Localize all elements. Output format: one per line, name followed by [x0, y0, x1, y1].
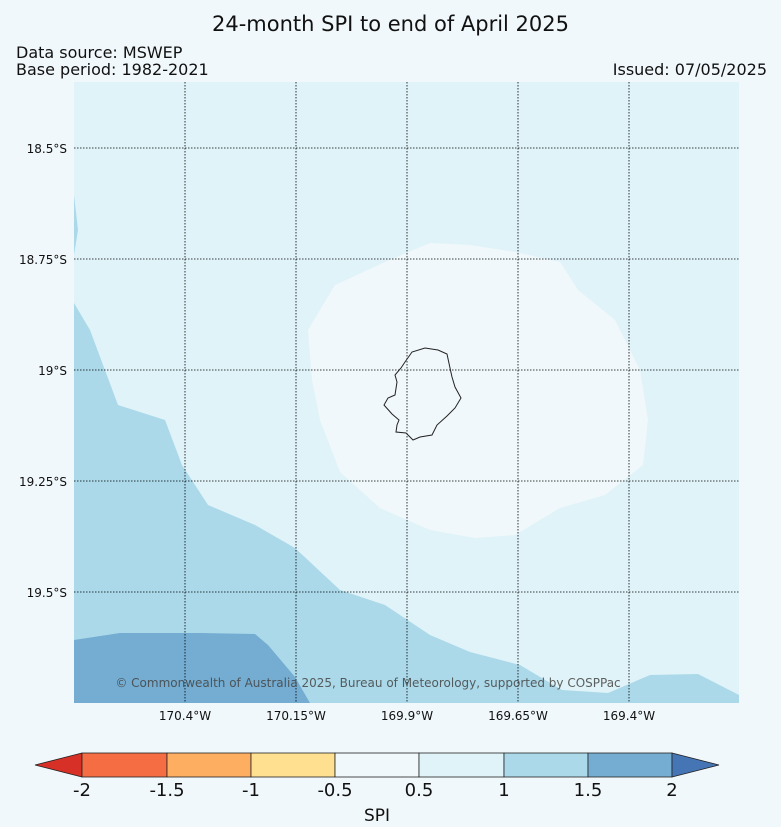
lat-label-19: 19°S: [38, 364, 67, 378]
lat-label-19-5: 19.5°S: [27, 586, 67, 600]
lon-label-170-4: 170.4°W: [159, 709, 211, 723]
map-title: 24-month SPI to end of April 2025: [211, 12, 570, 36]
very-wet-region: [74, 633, 310, 703]
colorbar-tick-label: -0.5: [317, 780, 353, 801]
colorbar-tick-label: -1.5: [149, 780, 185, 801]
lat-label-18-75: 18.75°S: [19, 253, 67, 267]
lat-label-18-5: 18.5°S: [27, 142, 67, 156]
colorbar-bin-4: [334, 752, 420, 778]
issued-date-text: Issued: 07/05/2025: [612, 60, 767, 79]
colorbar-tick-label: 0.5: [404, 780, 434, 801]
colorbar-tick-label: 2: [666, 780, 678, 801]
colorbar-tick-label: 1: [498, 780, 510, 801]
base-period-text: Base period: 1982-2021: [16, 60, 209, 79]
colorbar-bin-6: [503, 752, 589, 778]
colorbar-title: SPI: [363, 806, 391, 826]
lat-label-19-25: 19.25°S: [19, 475, 67, 489]
colorbar-bin-5: [418, 752, 505, 778]
copyright-text: © Commonwealth of Australia 2025, Bureau…: [115, 676, 620, 690]
lon-label-169-65: 169.65°W: [488, 709, 548, 723]
colorbar-bin-7: [587, 752, 673, 778]
colorbar-bin-3: [250, 752, 336, 778]
wet-region-1: [74, 303, 739, 703]
wet-region-edge: [74, 195, 78, 255]
graticule: [74, 82, 739, 703]
colorbar-tick-label: -2: [73, 780, 91, 801]
lon-label-170-15: 170.15°W: [266, 709, 326, 723]
lon-label-169-9: 169.9°W: [381, 709, 433, 723]
colorbar-tick-label: -1: [242, 780, 260, 801]
colorbar: [34, 752, 720, 778]
data-source-text: Data source: MSWEP: [16, 43, 183, 62]
colorbar-tick-label: 1.5: [573, 780, 603, 801]
near-normal-region: [308, 243, 648, 538]
colorbar-extend-high: [671, 752, 720, 778]
colorbar-bin-2: [166, 752, 252, 778]
island-outline: [383, 347, 462, 441]
lon-label-169-4: 169.4°W: [603, 709, 655, 723]
colorbar-extend-low: [34, 752, 83, 778]
colorbar-bin-1: [81, 752, 168, 778]
